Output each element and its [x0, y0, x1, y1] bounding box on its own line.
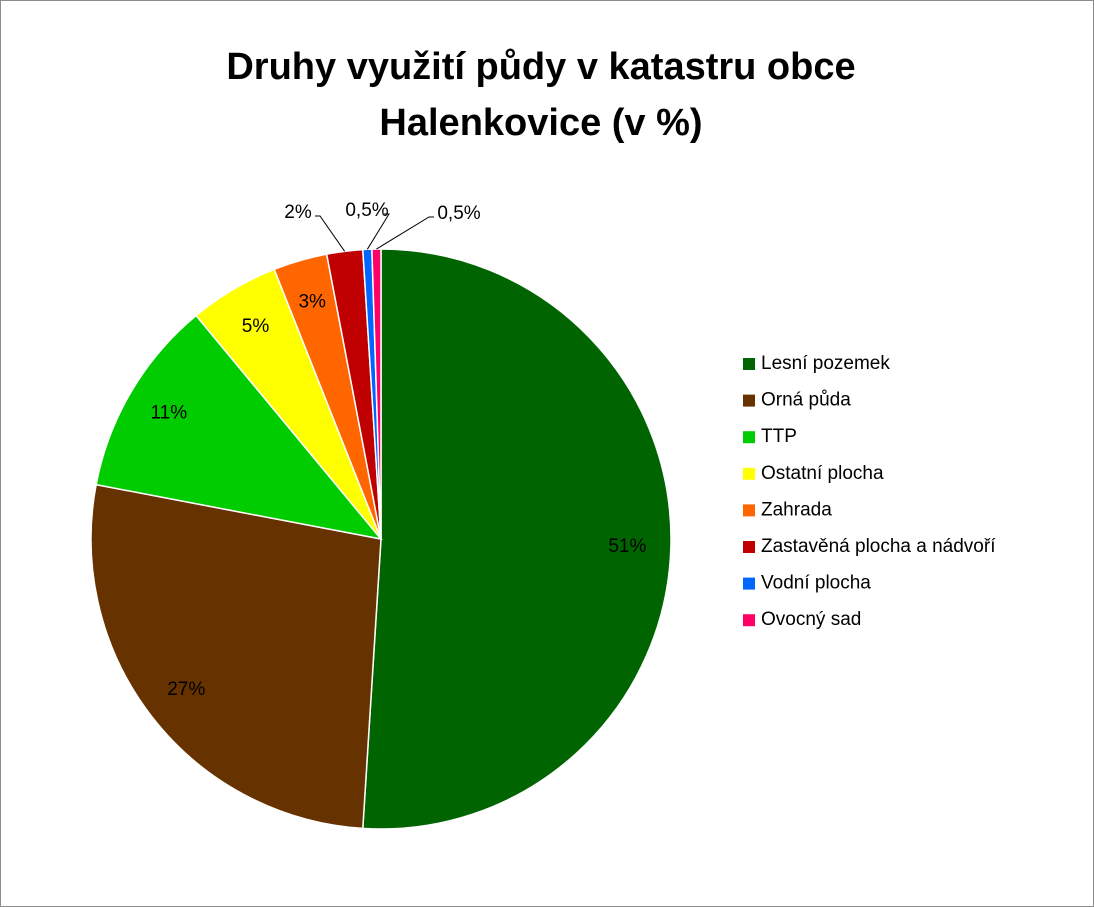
legend-label: Zastavěná plocha a nádvoří [761, 536, 996, 557]
legend-label: Orná půda [761, 390, 851, 411]
data-label: 3% [298, 291, 326, 312]
legend-swatch [743, 541, 755, 553]
legend-label: Ostatní plocha [761, 463, 884, 484]
legend-label: Vodní plocha [761, 573, 871, 594]
chart-title: Druhy využití půdy v katastru obce Halen… [226, 46, 856, 144]
data-label: 0,5% [437, 203, 480, 224]
data-label: 0,5% [345, 200, 388, 221]
leader-line [315, 215, 346, 252]
pie-slice [90, 483, 382, 830]
legend-swatch [743, 431, 755, 444]
legend-swatch [743, 467, 755, 480]
leader-line [376, 216, 434, 250]
data-label: 2% [284, 202, 312, 223]
data-label: 11% [151, 403, 188, 424]
pie-slice [361, 248, 672, 830]
legend-label: Ovocný sad [761, 609, 861, 630]
legend-label: Zahrada [761, 499, 832, 520]
legend-swatch [743, 394, 755, 407]
legend-swatch [743, 614, 755, 627]
pie-slice [95, 314, 383, 541]
legend-swatch [743, 577, 755, 590]
legend-label: Lesní pozemek [761, 353, 890, 374]
legend-swatch [743, 358, 755, 370]
leader-line [366, 213, 390, 250]
legend-label: TTP [761, 426, 797, 447]
data-label: 5% [242, 316, 270, 337]
data-label: 27% [167, 679, 205, 700]
legend-swatch [743, 504, 755, 517]
data-label: 51% [608, 536, 646, 557]
